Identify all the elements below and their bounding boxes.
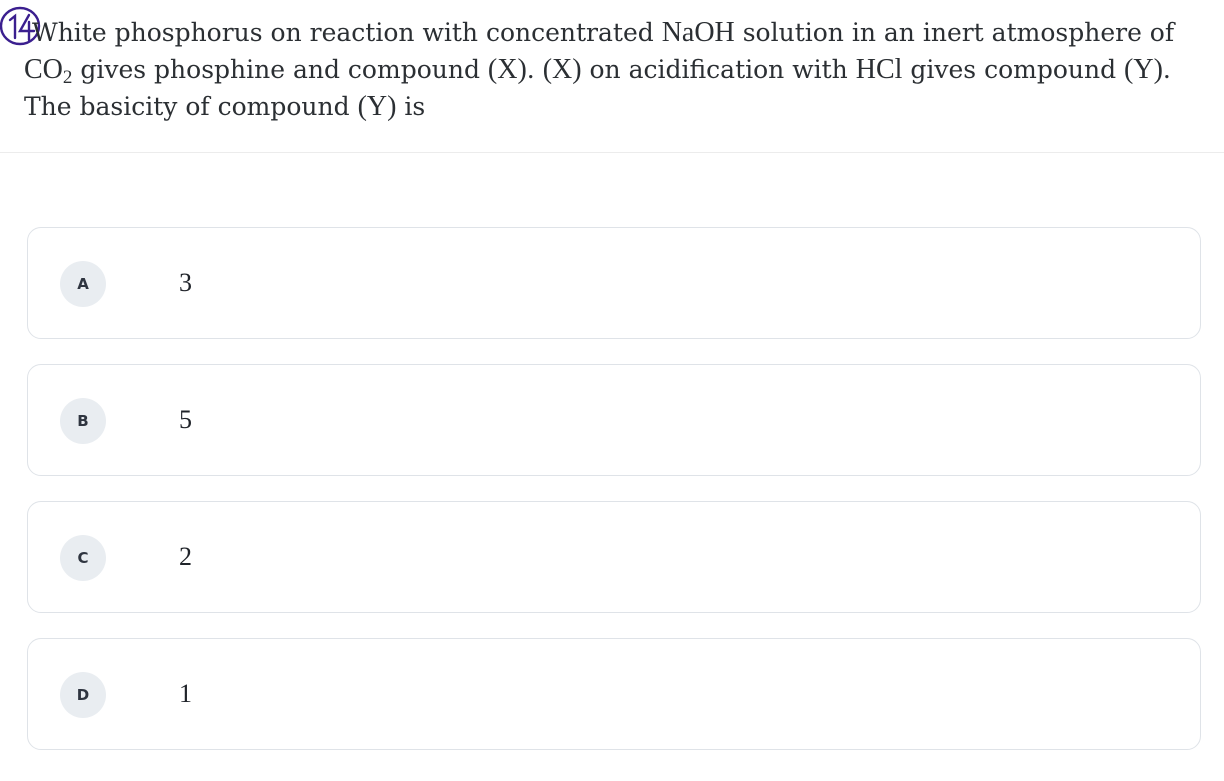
option-letter-badge: A <box>60 261 106 307</box>
option-value: 3 <box>179 268 192 297</box>
option-d[interactable]: D 1 <box>27 638 1201 750</box>
option-letter-badge: D <box>60 672 106 718</box>
divider <box>0 152 1224 153</box>
option-letter-badge: C <box>60 535 106 581</box>
option-c[interactable]: C 2 <box>27 501 1201 613</box>
handwritten-question-number-icon <box>0 6 41 46</box>
option-value: 1 <box>179 679 192 708</box>
option-value: 2 <box>179 542 192 571</box>
option-a[interactable]: A 3 <box>27 227 1201 339</box>
option-value: 5 <box>179 405 192 434</box>
question-text: White phosphorus on reaction with concen… <box>24 17 1175 122</box>
option-letter-badge: B <box>60 398 106 444</box>
question-first-letter: W <box>32 18 58 47</box>
option-b[interactable]: B 5 <box>27 364 1201 476</box>
